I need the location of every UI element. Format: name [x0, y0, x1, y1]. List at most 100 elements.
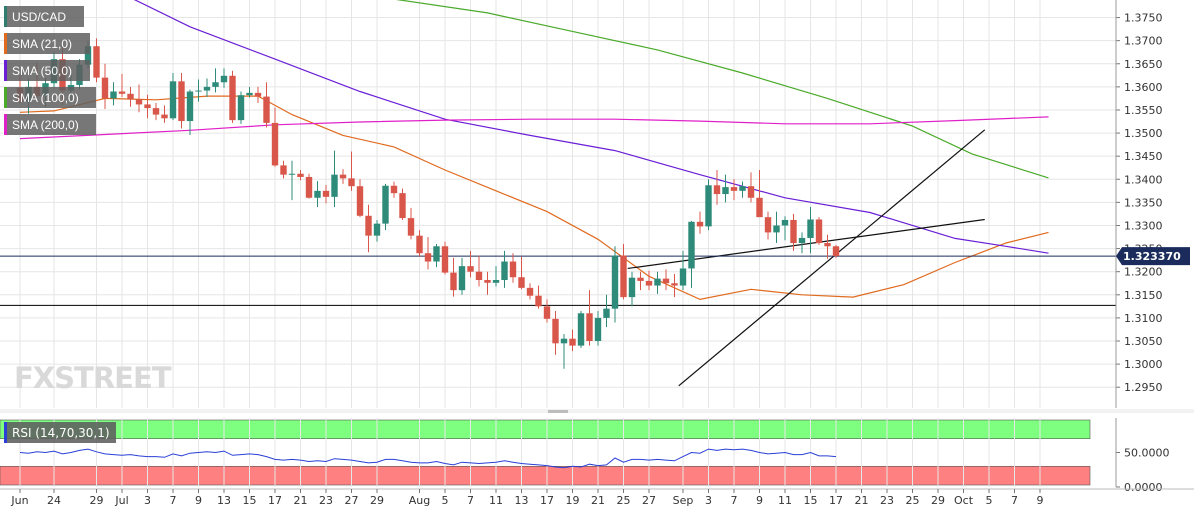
- candle-body: [815, 219, 823, 244]
- candle: [161, 105, 168, 123]
- price-tick-label: 1.3100: [1124, 312, 1163, 325]
- candle: [93, 38, 100, 83]
- candle-body: [322, 190, 330, 197]
- time-tick-label: 9: [756, 494, 763, 507]
- candle: [645, 270, 653, 291]
- candle-body: [152, 108, 160, 115]
- time-tick-label: 19: [566, 494, 580, 507]
- time-tick-label: 3: [144, 494, 151, 507]
- price-tag-box: [1116, 247, 1190, 266]
- candle: [390, 181, 398, 198]
- candle-body: [688, 221, 695, 269]
- candle: [263, 82, 270, 128]
- horizontal-levels: [0, 255, 1116, 306]
- candle-body: [654, 278, 661, 286]
- candle-body: [195, 90, 202, 92]
- candle-body: [331, 174, 338, 197]
- price-tick-label: 1.3700: [1124, 35, 1163, 48]
- candle-body: [594, 317, 602, 342]
- candle: [679, 250, 687, 291]
- time-tick-label: Oct: [954, 494, 974, 507]
- candle: [569, 329, 576, 352]
- candle-body: [620, 255, 627, 298]
- candle: [764, 211, 772, 240]
- candle-body: [220, 75, 228, 83]
- candle-body: [679, 268, 687, 286]
- time-tick-label: 27: [345, 494, 359, 507]
- candle-body: [441, 246, 449, 273]
- candle: [543, 299, 551, 323]
- legend-item[interactable]: SMA (50,0): [4, 60, 90, 81]
- legend-label: SMA (50,0): [12, 63, 73, 78]
- candle-body: [535, 295, 542, 307]
- candle-body: [203, 86, 211, 91]
- time-tick-label: Sep: [673, 494, 694, 507]
- pane-splitter[interactable]: [0, 409, 1194, 413]
- candle: [339, 169, 347, 184]
- candle-body: [263, 96, 270, 123]
- price-tick-label: 1.2950: [1124, 381, 1163, 394]
- candle-body: [764, 217, 772, 233]
- candle: [271, 107, 279, 167]
- time-tick-label: 5: [986, 494, 993, 507]
- candle-body: [526, 287, 534, 296]
- candle: [832, 244, 840, 258]
- candle: [220, 68, 228, 88]
- candle: [407, 207, 415, 240]
- candle: [773, 211, 780, 244]
- legend-swatch: [4, 87, 7, 108]
- candle: [441, 241, 449, 275]
- time-tick-label: 15: [243, 494, 257, 507]
- candle: [798, 232, 806, 254]
- time-tick-label: Aug: [409, 494, 430, 507]
- time-tick-label: 29: [370, 494, 384, 507]
- time-tick-label: 17: [540, 494, 554, 507]
- price-tick-label: 1.3750: [1124, 12, 1163, 25]
- time-tick-label: 15: [804, 494, 818, 507]
- candle-body: [645, 280, 653, 286]
- candle-body: [450, 272, 457, 291]
- candle-body: [118, 91, 126, 94]
- last-price-tag: 1.323370: [1116, 247, 1190, 266]
- legend-item[interactable]: SMA (100,0): [4, 87, 96, 108]
- candle: [254, 86, 262, 104]
- candle-body: [229, 75, 236, 121]
- candle: [594, 310, 602, 346]
- candle: [586, 290, 593, 346]
- candle: [756, 170, 763, 218]
- legend-item[interactable]: SMA (21,0): [4, 33, 90, 54]
- price-tick-label: 1.3050: [1124, 335, 1163, 348]
- legend-label: SMA (100,0): [12, 90, 79, 105]
- trendline: [627, 218, 985, 270]
- candle-body: [518, 277, 525, 288]
- candle-body: [178, 81, 185, 122]
- candle: [722, 174, 729, 203]
- candle-body: [84, 46, 92, 65]
- time-tick-label: 23: [319, 494, 333, 507]
- fxstreet-watermark: FXSTREET: [14, 361, 172, 395]
- time-tick-label: 27: [642, 494, 656, 507]
- candle: [169, 73, 177, 121]
- legend-item[interactable]: SMA (200,0): [4, 114, 96, 135]
- candle-body: [390, 185, 398, 194]
- legend-item[interactable]: USD/CAD: [4, 6, 84, 27]
- legend-swatch: [4, 6, 7, 27]
- candle: [135, 84, 143, 113]
- candle: [815, 217, 823, 245]
- candle-body: [305, 176, 313, 198]
- candle: [297, 170, 304, 181]
- candle: [739, 181, 746, 198]
- time-tick-label: 13: [217, 494, 231, 507]
- price-tick-label: 1.3150: [1124, 289, 1163, 302]
- candle: [696, 211, 704, 234]
- time-tick-label: 3: [705, 494, 712, 507]
- time-axis: Jun 24 29 Jul 3 7 9 13 15 17 21 23 27 29 Aug 5 7 11 13 17 19…: [0, 488, 1194, 507]
- candle-body: [773, 225, 780, 233]
- candle: [280, 160, 287, 179]
- candle-body: [246, 92, 253, 96]
- candle: [203, 78, 211, 98]
- price-tick-label: 1.3000: [1124, 358, 1163, 371]
- price-axis: 1.3750 1.3700 1.3650 1.3600 1.3550 1.3500 1.34…: [1115, 0, 1163, 408]
- candle: [671, 274, 678, 298]
